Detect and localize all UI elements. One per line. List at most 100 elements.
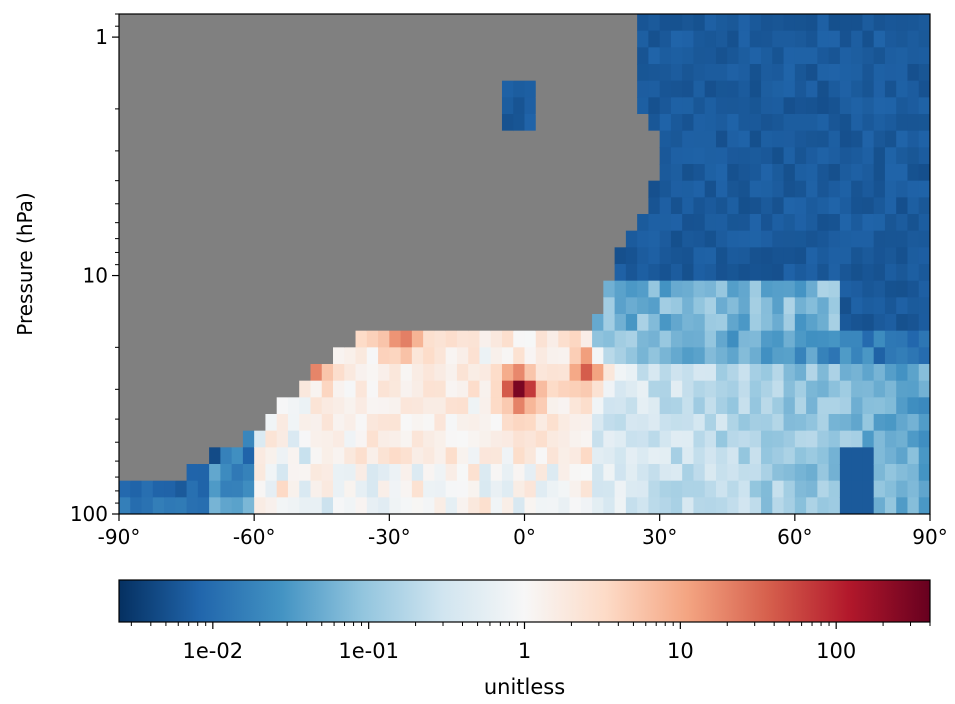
heatmap-cell bbox=[175, 247, 188, 265]
heatmap-cell bbox=[333, 480, 345, 498]
heatmap-cell bbox=[164, 130, 176, 148]
heatmap-cell bbox=[693, 97, 706, 115]
x-tick-label: 0° bbox=[513, 525, 536, 549]
heatmap-cell bbox=[378, 80, 390, 98]
heatmap-cell bbox=[682, 80, 695, 98]
heatmap-cell bbox=[490, 97, 503, 115]
heatmap-cell bbox=[254, 330, 267, 348]
heatmap-cell bbox=[670, 230, 683, 248]
heatmap-cell bbox=[806, 380, 818, 398]
heatmap-cell bbox=[119, 97, 131, 115]
heatmap-cell bbox=[873, 414, 886, 432]
heatmap-cell bbox=[445, 297, 458, 315]
heatmap-cell bbox=[456, 447, 469, 465]
heatmap-cell bbox=[873, 214, 886, 232]
heatmap-cell bbox=[423, 230, 435, 248]
heatmap-cell bbox=[175, 314, 188, 332]
heatmap-cell bbox=[287, 497, 300, 514]
heatmap-cell bbox=[355, 347, 368, 365]
heatmap-cell bbox=[873, 197, 886, 215]
heatmap-cell bbox=[197, 414, 210, 432]
heatmap-cell bbox=[907, 97, 920, 115]
heatmap-cell bbox=[310, 164, 323, 182]
heatmap-cell bbox=[806, 430, 818, 448]
heatmap-cell bbox=[400, 97, 413, 115]
heatmap-cell bbox=[299, 97, 312, 115]
heatmap-cell bbox=[411, 364, 424, 382]
heatmap-cell bbox=[569, 414, 582, 432]
heatmap-cell bbox=[761, 480, 773, 498]
heatmap-cell bbox=[265, 314, 278, 332]
heatmap-cell bbox=[715, 297, 728, 315]
heatmap-cell bbox=[513, 330, 526, 348]
heatmap-cell bbox=[344, 80, 357, 98]
heatmap-cell bbox=[806, 347, 818, 365]
heatmap-cell bbox=[164, 247, 176, 265]
heatmap-cell bbox=[839, 497, 852, 514]
heatmap-cell bbox=[524, 30, 537, 48]
heatmap-cell bbox=[333, 380, 345, 398]
heatmap-cell bbox=[918, 464, 930, 482]
heatmap-cell bbox=[287, 314, 300, 332]
heatmap-cell bbox=[479, 97, 492, 115]
heatmap-cell bbox=[715, 347, 728, 365]
heatmap-cell bbox=[119, 330, 131, 348]
heatmap-cell bbox=[592, 497, 604, 514]
heatmap-cell bbox=[209, 197, 221, 215]
heatmap-cell bbox=[693, 447, 706, 465]
heatmap-cell bbox=[896, 247, 909, 265]
heatmap-cell bbox=[535, 14, 548, 32]
heatmap-cell bbox=[896, 180, 909, 198]
heatmap-cell bbox=[355, 314, 368, 332]
heatmap-cell bbox=[400, 47, 413, 65]
heatmap-cell bbox=[592, 314, 604, 332]
heatmap-cell bbox=[513, 64, 526, 82]
heatmap-cell bbox=[659, 114, 672, 132]
heatmap-cell bbox=[310, 447, 323, 465]
heatmap-cell bbox=[231, 430, 244, 448]
heatmap-cell bbox=[648, 297, 661, 315]
heatmap-cell bbox=[220, 397, 233, 415]
heatmap-cell bbox=[119, 114, 131, 132]
heatmap-cell bbox=[558, 64, 571, 82]
heatmap-cell bbox=[333, 497, 345, 514]
heatmap-cell bbox=[580, 414, 593, 432]
heatmap-cell bbox=[119, 397, 131, 415]
heatmap-cell bbox=[569, 280, 582, 298]
heatmap-cell bbox=[130, 264, 143, 282]
heatmap-cell bbox=[558, 97, 571, 115]
heatmap-cell bbox=[175, 180, 188, 198]
heatmap-cell bbox=[456, 280, 469, 298]
heatmap-cell bbox=[389, 397, 402, 415]
heatmap-cell bbox=[434, 414, 447, 432]
heatmap-cell bbox=[884, 314, 897, 332]
heatmap-cell bbox=[423, 397, 435, 415]
heatmap-cell bbox=[175, 297, 188, 315]
heatmap-cell bbox=[321, 30, 334, 48]
heatmap-cell bbox=[592, 397, 604, 415]
heatmap-cell bbox=[310, 147, 323, 165]
heatmap-cell bbox=[513, 114, 526, 132]
heatmap-cell bbox=[727, 347, 740, 365]
heatmap-cell bbox=[693, 14, 706, 32]
heatmap-cell bbox=[806, 30, 818, 48]
heatmap-cell bbox=[738, 130, 751, 148]
heatmap-cell bbox=[558, 447, 571, 465]
heatmap-cell bbox=[254, 497, 267, 514]
heatmap-cell bbox=[817, 164, 830, 182]
heatmap-cell bbox=[558, 197, 571, 215]
heatmap-cell bbox=[637, 180, 650, 198]
heatmap-cell bbox=[378, 230, 390, 248]
heatmap-cell bbox=[637, 364, 650, 382]
heatmap-cell bbox=[862, 364, 875, 382]
heatmap-cell bbox=[547, 297, 559, 315]
heatmap-cell bbox=[873, 64, 886, 82]
heatmap-cell bbox=[287, 380, 300, 398]
heatmap-cell bbox=[254, 480, 267, 498]
heatmap-cell bbox=[400, 414, 413, 432]
heatmap-cell bbox=[434, 47, 447, 65]
heatmap-cell bbox=[209, 230, 221, 248]
heatmap-cell bbox=[321, 397, 334, 415]
heatmap-cell bbox=[355, 447, 368, 465]
heatmap-cell bbox=[547, 397, 559, 415]
